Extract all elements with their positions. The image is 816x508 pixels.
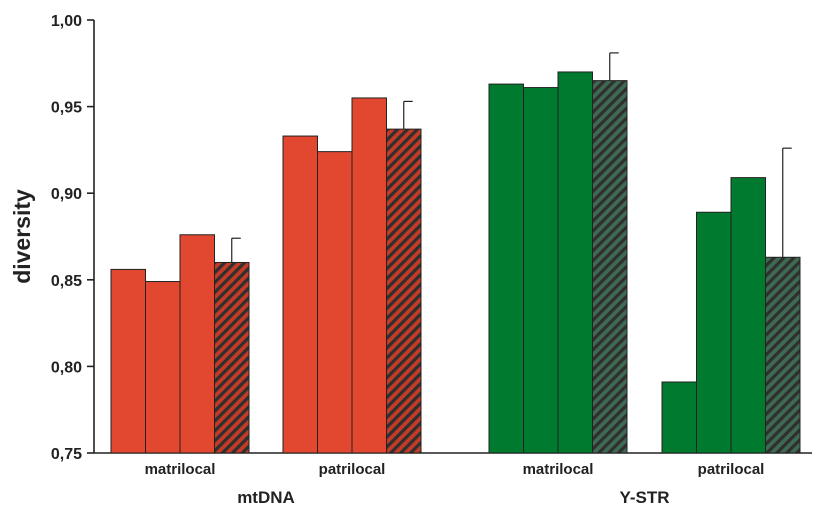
bar-Y-STR-matrilocal-1: [488, 83, 524, 454]
bar-mtDNA-patrilocal-3: [351, 97, 387, 454]
group-label-mtDNA: mtDNA: [237, 488, 295, 507]
bar-Y-STR-matrilocal-mean: [592, 80, 628, 454]
y-tick-label: 0,90: [51, 186, 82, 203]
y-tick-label: 1,00: [51, 13, 82, 30]
bar-mtDNA-patrilocal-1: [282, 135, 318, 454]
y-tick-label: 0,75: [51, 446, 82, 463]
bar-Y-STR-matrilocal-3: [557, 71, 593, 454]
group-label-Y-STR: Y-STR: [619, 488, 669, 507]
bar-mtDNA-patrilocal-2: [317, 151, 353, 454]
bar-Y-STR-patrilocal-1: [661, 381, 697, 454]
labels: diversity matrilocal patrilocal mtDNA matril…: [9, 189, 764, 507]
bar-Y-STR-patrilocal-2: [696, 211, 732, 454]
bar-Y-STR-matrilocal-2: [523, 87, 559, 454]
bar-mtDNA-matrilocal-2: [145, 281, 181, 454]
bar-Y-STR-patrilocal-3: [730, 177, 766, 454]
bar-mtDNA-matrilocal-mean: [214, 261, 250, 454]
bar-mtDNA-matrilocal-1: [110, 268, 146, 454]
y-tick-label: 0,85: [51, 273, 82, 290]
bar-Y-STR-patrilocal-mean: [765, 256, 801, 454]
bar-mtDNA-matrilocal-3: [179, 234, 215, 454]
y-tick-label: 0,95: [51, 100, 82, 117]
category-label-mtDNA-matrilocal: matrilocal: [145, 461, 216, 478]
category-label-Y-STR-matrilocal: matrilocal: [523, 461, 594, 478]
category-label-Y-STR-patrilocal: patrilocal: [698, 461, 765, 478]
bar-mtDNA-patrilocal-mean: [386, 128, 422, 454]
category-label-mtDNA-patrilocal: patrilocal: [319, 461, 386, 478]
y-tick-label: 0,80: [51, 359, 82, 376]
bars: [110, 52, 801, 454]
y-axis-title: diversity: [9, 189, 35, 284]
